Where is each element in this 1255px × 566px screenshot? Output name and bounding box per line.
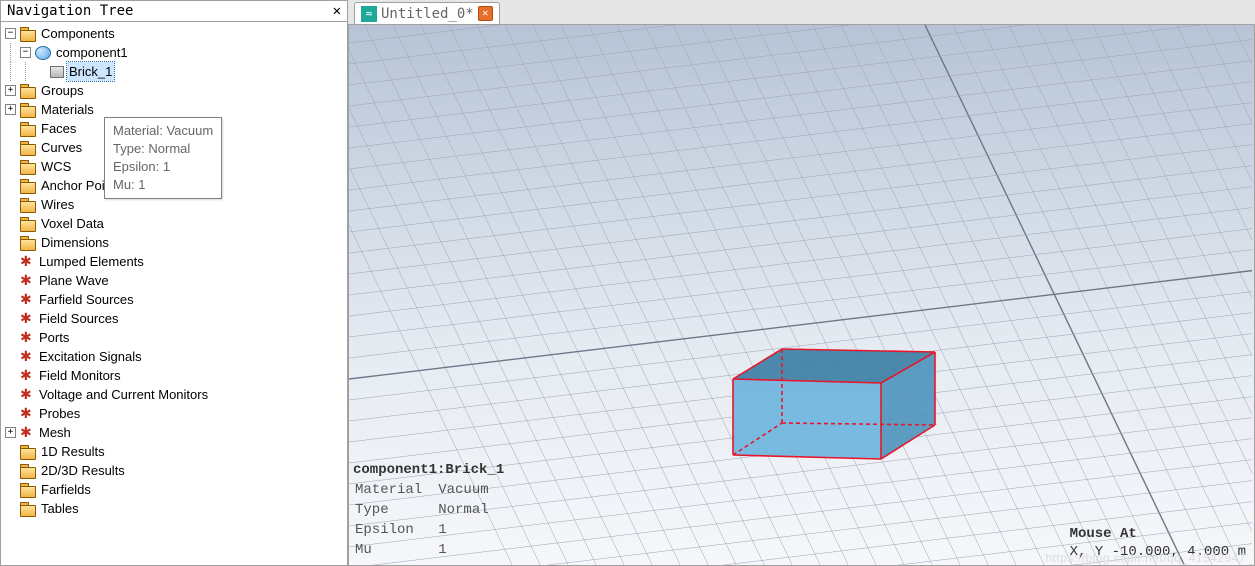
tree-label: Field Monitors <box>37 366 123 385</box>
gear-icon <box>20 426 34 440</box>
tree-label: Tables <box>39 499 81 518</box>
tree-item[interactable]: Field Monitors <box>5 366 347 385</box>
tree-label: Ports <box>37 328 71 347</box>
navigation-title: Navigation Tree <box>7 3 133 19</box>
tree-expander-icon[interactable]: + <box>5 85 16 96</box>
tree-item[interactable]: + Groups <box>5 81 347 100</box>
tree-label: Field Sources <box>37 309 120 328</box>
tree-expander-icon[interactable]: + <box>5 427 16 438</box>
tab-title: Untitled_0* <box>381 6 474 22</box>
mouse-position-header: Mouse At <box>1070 525 1246 543</box>
folder-icon <box>20 122 36 136</box>
tree-label: Lumped Elements <box>37 252 146 271</box>
component-icon <box>35 46 51 60</box>
tree-label: Faces <box>39 119 78 138</box>
tab-bar: ≈ Untitled_0* ✕ <box>348 0 1255 24</box>
tree-item[interactable]: Plane Wave <box>5 271 347 290</box>
tree-item[interactable]: Probes <box>5 404 347 423</box>
wave-icon: ≈ <box>361 6 377 22</box>
selection-info-panel: component1:Brick_1 MaterialVacuumTypeNor… <box>353 461 505 561</box>
gear-icon <box>20 350 34 364</box>
tree-label: Groups <box>39 81 86 100</box>
folder-icon <box>20 445 36 459</box>
folder-icon <box>20 27 36 41</box>
tree-item[interactable]: Voltage and Current Monitors <box>5 385 347 404</box>
tree-item[interactable]: + Mesh <box>5 423 347 442</box>
3d-viewport[interactable]: component1:Brick_1 MaterialVacuumTypeNor… <box>348 24 1255 566</box>
tree-label: WCS <box>39 157 73 176</box>
tree-item[interactable]: Voxel Data <box>5 214 347 233</box>
folder-icon <box>20 160 36 174</box>
gear-icon <box>20 255 34 269</box>
navigation-tree[interactable]: −Components−component1Brick_1+Groups+Mat… <box>1 22 347 565</box>
viewport-area: ≈ Untitled_0* ✕ component1:Brick_1 Mater… <box>348 0 1255 566</box>
folder-icon <box>20 464 36 478</box>
tree-label: Farfields <box>39 480 93 499</box>
tree-label: 1D Results <box>39 442 107 461</box>
selection-info-table: MaterialVacuumTypeNormalEpsilon1Mu1 <box>353 479 505 561</box>
tree-label: Farfield Sources <box>37 290 136 309</box>
solid-icon <box>50 66 64 78</box>
selection-info-header: component1:Brick_1 <box>353 461 505 479</box>
gear-icon <box>20 388 34 402</box>
tree-item[interactable]: Ports <box>5 328 347 347</box>
gear-icon <box>20 331 34 345</box>
folder-icon <box>20 502 36 516</box>
folder-icon <box>20 179 36 193</box>
tab-close-icon[interactable]: ✕ <box>478 6 493 21</box>
gear-icon <box>20 293 34 307</box>
gear-icon <box>20 369 34 383</box>
tree-item[interactable]: − component1 <box>5 43 347 62</box>
folder-icon <box>20 217 36 231</box>
tree-item[interactable]: Field Sources <box>5 309 347 328</box>
tree-item[interactable]: 2D/3D Results <box>5 461 347 480</box>
tree-expander-icon[interactable]: + <box>5 104 16 115</box>
document-tab[interactable]: ≈ Untitled_0* ✕ <box>354 2 500 24</box>
folder-icon <box>20 483 36 497</box>
navigation-header: Navigation Tree ✕ <box>1 1 347 22</box>
tree-item[interactable]: Farfields <box>5 480 347 499</box>
tree-expander-icon[interactable]: − <box>20 47 31 58</box>
navigation-panel: Navigation Tree ✕ −Components−component1… <box>0 0 348 566</box>
material-tooltip: Material: VacuumType: NormalEpsilon: 1Mu… <box>104 117 222 199</box>
gear-icon <box>20 407 34 421</box>
tree-label: Brick_1 <box>67 62 114 81</box>
folder-icon <box>20 198 36 212</box>
tree-label: Voxel Data <box>39 214 106 233</box>
tree-label: Mesh <box>37 423 73 442</box>
watermark: https://blog.csdn.net/qq_41542947 <box>1045 551 1246 565</box>
tree-label: Curves <box>39 138 84 157</box>
tree-label: Plane Wave <box>37 271 111 290</box>
tree-item[interactable]: − Components <box>5 24 347 43</box>
tree-label: component1 <box>54 43 130 62</box>
tree-item[interactable]: Tables <box>5 499 347 518</box>
tree-label: Components <box>39 24 117 43</box>
tree-item[interactable]: Brick_1 <box>5 62 347 81</box>
tree-label: Excitation Signals <box>37 347 144 366</box>
gear-icon <box>20 274 34 288</box>
folder-icon <box>20 141 36 155</box>
tree-item[interactable]: Lumped Elements <box>5 252 347 271</box>
tree-label: Probes <box>37 404 82 423</box>
tree-label: Voltage and Current Monitors <box>37 385 210 404</box>
tree-label: 2D/3D Results <box>39 461 127 480</box>
tree-label: Dimensions <box>39 233 111 252</box>
close-icon[interactable]: ✕ <box>333 3 341 19</box>
tree-item[interactable]: Dimensions <box>5 233 347 252</box>
folder-icon <box>20 236 36 250</box>
tree-item[interactable]: Excitation Signals <box>5 347 347 366</box>
tree-item[interactable]: Farfield Sources <box>5 290 347 309</box>
tree-label: Materials <box>39 100 96 119</box>
tree-expander-icon[interactable]: − <box>5 28 16 39</box>
tree-item[interactable]: 1D Results <box>5 442 347 461</box>
tree-label: Wires <box>39 195 76 214</box>
folder-icon <box>20 84 36 98</box>
gear-icon <box>20 312 34 326</box>
folder-icon <box>20 103 36 117</box>
